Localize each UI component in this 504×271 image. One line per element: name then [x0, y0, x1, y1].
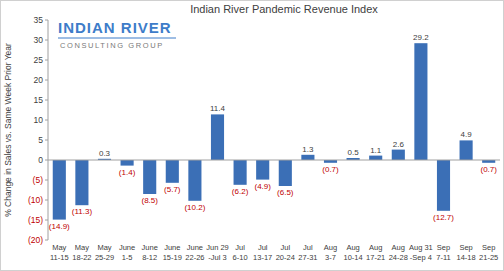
- x-tick-label: Jul27-31: [298, 243, 317, 262]
- y-tick-label: (20): [28, 235, 43, 245]
- data-label: 2.6: [393, 140, 405, 149]
- data-label: (4.9): [254, 182, 271, 191]
- data-label: 4.9: [461, 130, 473, 139]
- bars: [53, 43, 496, 219]
- bar: [437, 160, 450, 211]
- bar: [279, 160, 292, 186]
- title: Indian River Pandemic Revenue Index: [190, 3, 378, 15]
- bar: [256, 160, 269, 180]
- data-label: (14.9): [49, 222, 70, 231]
- data-label: (0.7): [480, 165, 497, 174]
- x-tick-label: May18-22: [72, 243, 91, 262]
- data-label: (8.5): [141, 196, 158, 205]
- data-label: (12.7): [433, 213, 454, 222]
- y-tick-label: 30: [34, 35, 44, 45]
- y-tick-label: 15: [34, 95, 44, 105]
- data-label: (0.7): [322, 165, 339, 174]
- bar: [53, 160, 66, 220]
- bar: [460, 140, 473, 160]
- bar: [234, 160, 247, 185]
- x-tick-label: Jul20-24: [276, 243, 295, 262]
- bar: [392, 150, 405, 160]
- data-label: 1.1: [370, 146, 382, 155]
- x-tick-label: May11-15: [50, 243, 69, 262]
- logo-text: INDIAN RIVER: [58, 19, 172, 36]
- bar: [414, 43, 427, 160]
- data-label: (1.4): [119, 168, 136, 177]
- data-label: (6.2): [232, 187, 249, 196]
- x-tick-label: Sep7-11: [436, 243, 450, 262]
- x-tick-label: Aug17-21: [366, 243, 385, 262]
- x-tick-label: Aug24-28: [389, 243, 408, 262]
- x-tick-label: Jul13-17: [253, 243, 272, 262]
- x-tick-label: June1-5: [119, 243, 135, 262]
- data-label: 11.4: [210, 104, 226, 113]
- x-tick-label: Sep21-25: [479, 243, 498, 262]
- x-tick-label: Aug 31-Sep 4: [409, 243, 433, 262]
- y-tick-label: 20: [34, 75, 44, 85]
- data-label: 0.5: [348, 148, 360, 157]
- x-tick-label: Aug10-14: [344, 243, 363, 262]
- chart: Indian River Pandemic Revenue Index % Cha…: [0, 0, 504, 271]
- y-tick-label: 35: [34, 15, 44, 25]
- y-axis-label: % Change in Sales vs. Same Week Prior Ye…: [3, 43, 13, 217]
- y-tick-label: 25: [34, 55, 44, 65]
- bar: [301, 155, 314, 160]
- bar: [166, 160, 179, 183]
- x-tick-label: Aug3-7: [324, 243, 337, 262]
- y-axis: [48, 20, 49, 240]
- data-label: (5.7): [164, 185, 181, 194]
- chart-frame: [1, 1, 504, 271]
- zero-line: [48, 160, 500, 161]
- bar: [369, 156, 382, 160]
- bar: [211, 114, 224, 160]
- bar: [188, 160, 201, 201]
- bar: [143, 160, 156, 194]
- data-label: (11.3): [72, 207, 93, 216]
- x-tick-label: June8-12: [142, 243, 158, 262]
- bar: [121, 160, 134, 166]
- data-label: 29.2: [413, 33, 429, 42]
- bar: [75, 160, 88, 205]
- x-tick-label: May25-29: [95, 243, 114, 262]
- data-label: (6.5): [277, 188, 294, 197]
- y-tick-label: 5: [38, 135, 43, 145]
- x-tick-label: Jul6-10: [233, 243, 248, 262]
- y-tick-label: (15): [28, 215, 43, 225]
- x-tick-label: Jun 29-Jul 3: [206, 243, 229, 262]
- y-tick-label: 0: [38, 155, 43, 165]
- data-label: (10.2): [184, 203, 205, 212]
- y-tick-label: 10: [34, 115, 44, 125]
- logo-rule: [58, 38, 176, 39]
- y-tick-label: (5): [33, 175, 44, 185]
- x-tick-label: June15-19: [163, 243, 182, 262]
- y-tick-label: (10): [28, 195, 43, 205]
- x-tick-label: June22-26: [185, 243, 204, 262]
- data-label: 1.3: [302, 145, 314, 154]
- data-label: 0.3: [99, 149, 111, 158]
- x-tick-label: Sep14-18: [457, 243, 476, 262]
- logo-subtext: CONSULTING GROUP: [60, 41, 164, 50]
